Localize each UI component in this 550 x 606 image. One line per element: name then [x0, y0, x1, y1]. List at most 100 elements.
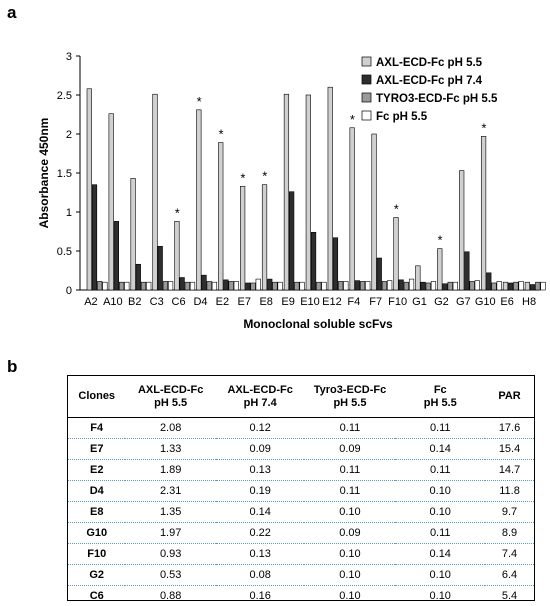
- bar: [310, 231, 317, 291]
- value-cell: 0.09: [304, 522, 396, 544]
- value-cell: 1.97: [125, 522, 216, 544]
- bar: [233, 281, 239, 291]
- value-cell: 0.10: [304, 501, 396, 523]
- bar: [174, 221, 180, 291]
- bar: [179, 277, 185, 291]
- value-cell: 17.6: [485, 417, 534, 439]
- bar: [327, 86, 333, 291]
- bar: [261, 184, 268, 291]
- value-cell: 6.4: [485, 564, 534, 586]
- x-tick-label: G10: [475, 296, 496, 308]
- value-cell: 0.13: [215, 459, 305, 481]
- bar: [206, 281, 212, 291]
- bar: [255, 278, 261, 291]
- table-header-row: Clones AXL-ECD-Fc pH 5.5 AXL-ECD-Fc pH 7.4…: [68, 376, 534, 418]
- value-cell: 0.11: [304, 417, 396, 439]
- bar: [316, 281, 322, 291]
- bar: [146, 281, 152, 291]
- value-cell: 0.53: [125, 564, 216, 586]
- value-cell: 0.10: [395, 480, 486, 502]
- clone-cell: E8: [68, 501, 126, 523]
- header-par: PAR: [485, 376, 534, 418]
- bar: [469, 281, 475, 291]
- bar: [535, 281, 541, 291]
- panel-label-a: a: [7, 3, 17, 22]
- legend-entry: TYRO3-ECD-Fc pH 5.5: [376, 93, 498, 105]
- x-tick-label: C6: [172, 296, 186, 308]
- bar: [486, 272, 492, 291]
- bar: [474, 280, 480, 291]
- bar: [283, 93, 290, 291]
- x-tick-label: E9: [281, 296, 294, 308]
- x-axis-label: Monoclonal soluble scFvs: [243, 317, 393, 331]
- x-tick-label: A10: [103, 296, 123, 308]
- x-tick-label: D4: [193, 296, 207, 308]
- bar: [513, 281, 519, 291]
- bar: [387, 280, 393, 291]
- bar: [211, 281, 218, 291]
- value-cell: 8.9: [485, 522, 534, 544]
- value-cell: 0.11: [395, 459, 486, 481]
- value-cell: 11.8: [485, 480, 534, 502]
- value-cell: 0.10: [395, 564, 486, 586]
- table-row: D4 2.31 0.19 0.11 0.10 11.8: [68, 480, 534, 502]
- legend-entry: AXL-ECD-Fc pH 7.4: [376, 75, 483, 87]
- bar: [250, 282, 256, 291]
- y-tick-label: 1: [66, 207, 72, 219]
- bar: [437, 248, 443, 291]
- clone-cell: D4: [68, 480, 126, 502]
- bar: [332, 237, 339, 291]
- value-cell: 0.11: [304, 480, 396, 502]
- legend-entry: Fc pH 5.5: [376, 111, 428, 123]
- clone-cell: E2: [68, 459, 126, 481]
- x-tick-label: H8: [522, 296, 536, 308]
- header-axl-ph55: AXL-ECD-Fc pH 5.5: [125, 376, 216, 418]
- significance-marker: *: [240, 170, 245, 185]
- significance-marker: *: [262, 169, 267, 184]
- x-tick-label: E12: [322, 296, 342, 308]
- bar: [452, 281, 458, 291]
- value-cell: 0.10: [304, 564, 396, 586]
- clone-cell: E7: [68, 438, 126, 460]
- significance-marker: *: [175, 205, 180, 220]
- value-cell: 0.10: [304, 543, 396, 565]
- x-tick-label: F7: [369, 296, 382, 308]
- bar: [267, 278, 273, 291]
- y-tick-label: 0: [66, 285, 72, 297]
- value-cell: 0.93: [125, 543, 216, 565]
- value-cell: 0.14: [395, 543, 486, 565]
- bar: [371, 133, 377, 291]
- value-cell: 0.10: [395, 501, 486, 523]
- bar: [277, 281, 283, 291]
- header-clones: Clones: [68, 376, 126, 418]
- significance-marker: *: [394, 201, 399, 216]
- clone-cell: F4: [68, 417, 126, 439]
- bar: [393, 217, 399, 291]
- significance-marker: *: [350, 112, 355, 127]
- panel-label-b: b: [7, 357, 18, 376]
- bar: [338, 281, 344, 291]
- value-cell: 1.33: [125, 438, 216, 460]
- x-tick-label: F4: [347, 296, 360, 308]
- value-cell: 5.4: [501, 590, 518, 602]
- table-row: E8 1.35 0.14 0.10 0.10 9.7: [68, 501, 534, 523]
- y-axis-label: Absorbance 450nm: [37, 118, 51, 229]
- bar: [529, 284, 536, 291]
- bar: [228, 281, 234, 291]
- bar: [403, 281, 409, 291]
- bar: [240, 185, 246, 291]
- y-tick-label: 1.5: [57, 168, 72, 180]
- x-tick-label: G7: [456, 296, 471, 308]
- bar: [102, 281, 108, 291]
- bar: [272, 281, 278, 291]
- bar: [354, 280, 360, 291]
- bar: [408, 278, 415, 291]
- value-cell: 0.10: [429, 590, 451, 602]
- bar: [425, 282, 431, 291]
- value-cell: 15.4: [485, 438, 534, 460]
- bar: [381, 281, 388, 291]
- table-row: G10 1.97 0.22 0.09 0.11 8.9: [68, 522, 534, 544]
- bar: [349, 127, 355, 291]
- bar: [321, 281, 327, 291]
- table-row: E7 1.33 0.09 0.09 0.14 15.4: [68, 438, 534, 460]
